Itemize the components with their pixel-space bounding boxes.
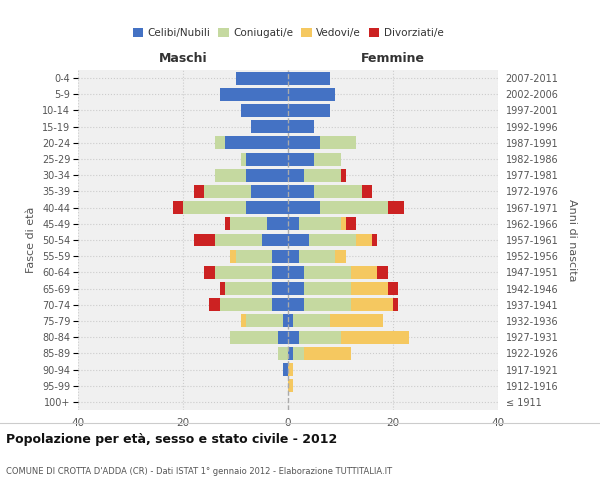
Bar [235,250,272,262]
Bar [356,234,372,246]
Bar [225,282,272,295]
Bar [304,266,351,279]
Bar [288,72,330,85]
Bar [288,201,320,214]
Bar [288,266,304,279]
Bar [277,330,288,344]
Bar [288,218,299,230]
Bar [246,201,288,214]
Bar [346,218,356,230]
Bar [220,88,288,101]
Text: COMUNE DI CROTTA D'ADDA (CR) - Dati ISTAT 1° gennaio 2012 - Elaborazione TUTTITA: COMUNE DI CROTTA D'ADDA (CR) - Dati ISTA… [6,468,392,476]
Bar [299,330,341,344]
Bar [377,266,388,279]
Bar [361,185,372,198]
Bar [225,136,288,149]
Bar [241,104,288,117]
Bar [288,314,293,328]
Y-axis label: Fasce di età: Fasce di età [26,207,37,273]
Bar [304,347,351,360]
Bar [220,298,272,311]
Bar [304,298,351,311]
Bar [288,363,293,376]
Bar [288,88,335,101]
Bar [173,201,183,214]
Bar [341,330,409,344]
Bar [299,218,341,230]
Bar [288,152,314,166]
Bar [272,298,288,311]
Bar [241,152,246,166]
Bar [372,234,377,246]
Bar [267,218,288,230]
Text: Popolazione per età, sesso e stato civile - 2012: Popolazione per età, sesso e stato civil… [6,432,337,446]
Bar [262,234,288,246]
Bar [288,136,320,149]
Bar [230,330,277,344]
Bar [283,314,288,328]
Bar [388,201,404,214]
Bar [351,298,393,311]
Bar [272,250,288,262]
Bar [230,250,235,262]
Bar [283,363,288,376]
Bar [341,169,346,181]
Bar [304,169,341,181]
Bar [299,250,335,262]
Bar [388,282,398,295]
Bar [314,152,341,166]
Bar [230,218,267,230]
Bar [204,185,251,198]
Bar [246,314,283,328]
Bar [235,72,288,85]
Bar [204,266,215,279]
Bar [215,169,246,181]
Bar [288,330,299,344]
Bar [293,347,304,360]
Bar [330,314,383,328]
Bar [251,185,288,198]
Bar [193,185,204,198]
Bar [288,185,314,198]
Text: Femmine: Femmine [361,52,425,65]
Bar [288,347,293,360]
Bar [293,314,330,328]
Bar [288,234,309,246]
Bar [314,185,361,198]
Bar [288,104,330,117]
Bar [288,282,304,295]
Bar [272,266,288,279]
Bar [209,298,220,311]
Text: Maschi: Maschi [158,52,208,65]
Bar [251,120,288,133]
Bar [193,234,215,246]
Bar [335,250,346,262]
Bar [288,120,314,133]
Y-axis label: Anni di nascita: Anni di nascita [567,198,577,281]
Bar [272,282,288,295]
Bar [225,218,230,230]
Bar [215,136,225,149]
Bar [277,347,288,360]
Bar [288,169,304,181]
Bar [341,218,346,230]
Bar [246,152,288,166]
Bar [320,201,388,214]
Bar [309,234,356,246]
Bar [288,250,299,262]
Bar [215,266,272,279]
Bar [246,169,288,181]
Legend: Celibi/Nubili, Coniugati/e, Vedovi/e, Divorziati/e: Celibi/Nubili, Coniugati/e, Vedovi/e, Di… [128,24,448,42]
Bar [215,234,262,246]
Bar [220,282,225,295]
Bar [393,298,398,311]
Bar [320,136,356,149]
Bar [351,282,388,295]
Bar [241,314,246,328]
Bar [304,282,351,295]
Bar [288,379,293,392]
Bar [351,266,377,279]
Bar [288,298,304,311]
Bar [183,201,246,214]
